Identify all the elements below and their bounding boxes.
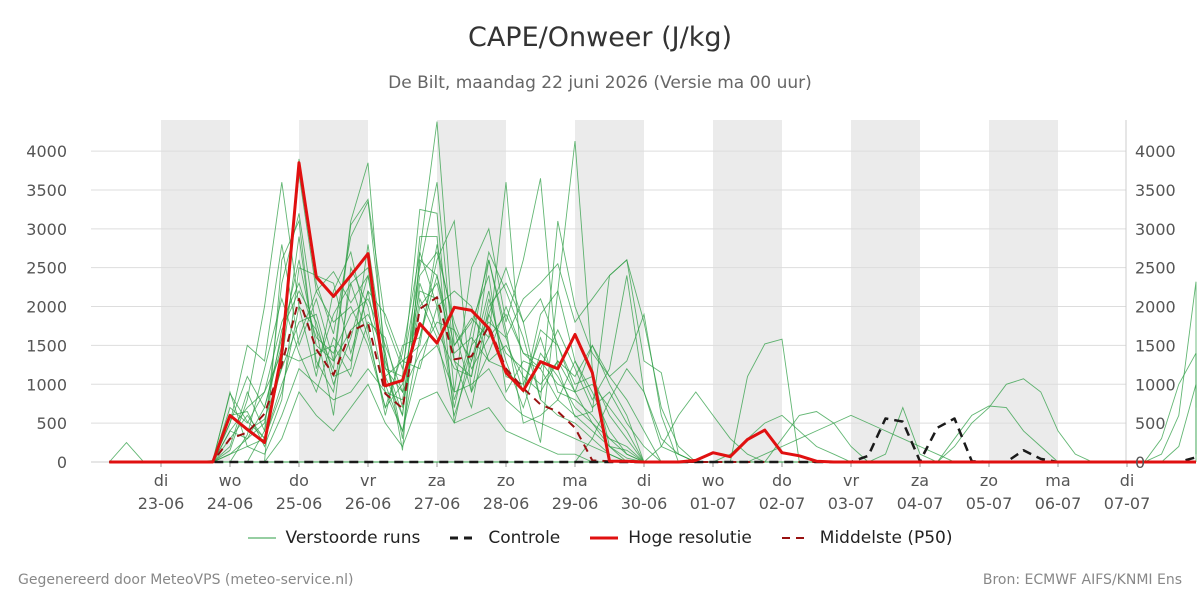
x-tick-weekday: zo [980,471,998,490]
day-shade-band [161,120,230,462]
x-tick-weekday: di [637,471,652,490]
x-tick-weekday: vr [843,471,859,490]
x-tick-weekday: za [428,471,446,490]
legend-swatch-control [450,536,479,540]
x-tick-weekday: za [911,471,929,490]
y-tick-label-left: 0 [57,453,67,472]
x-tick-date: 03-07 [828,494,875,513]
y-tick-label-right: 2000 [1135,298,1176,317]
legend-item-highres: Hoge resolutie [590,528,752,548]
x-tick-date: 24-06 [207,494,254,513]
legend-swatch-ensemble [247,537,276,539]
x-tick-date: 06-07 [1035,494,1082,513]
x-tick-date: 26-06 [345,494,392,513]
y-tick-label-left: 2500 [26,259,67,278]
x-tick-date: 25-06 [276,494,323,513]
x-tick-weekday: vr [360,471,376,490]
main-series-lines [109,161,1197,464]
x-tick-weekday: ma [1045,471,1070,490]
legend-swatch-highres [590,536,619,540]
x-tick-date: 04-07 [897,494,944,513]
day-shade-band [989,120,1058,462]
x-tick-weekday: ma [562,471,587,490]
x-tick-weekday: wo [702,471,725,490]
y-tick-label-left: 3500 [26,181,67,200]
y-tick-label-left: 1500 [26,336,67,355]
tick-labels: 0 0 500 500 1000 1000 1500 1500 2000 2000 2500 2500… [26,142,1175,513]
y-tick-label-right: 3500 [1135,181,1176,200]
legend-label-control: Controle [488,528,561,548]
y-tick-label-right: 3000 [1135,220,1176,239]
x-tick-weekday: di [1120,471,1135,490]
day-shade-band [713,120,782,462]
y-tick-label-left: 500 [36,414,67,433]
legend-item-median: Middelste (P50) [781,528,953,548]
legend-label-median: Middelste (P50) [819,528,953,548]
footer-generated-by: Gegenereerd door MeteoVPS (meteo-service… [18,572,354,588]
y-tick-label-left: 4000 [26,142,67,161]
x-tick-date: 01-07 [690,494,737,513]
y-tick-label-right: 2500 [1135,259,1176,278]
x-tick-date: 30-06 [621,494,668,513]
x-tick-date: 05-07 [966,494,1013,513]
x-tick-date: 29-06 [552,494,599,513]
x-tick-date: 23-06 [138,494,185,513]
series-line-highres [109,161,1196,464]
gridlines [91,150,1126,424]
y-tick-label-left: 3000 [26,220,67,239]
x-tick-weekday: do [289,471,309,490]
footer-source: Bron: ECMWF AIFS/KNMI Ens [982,572,1182,588]
x-tick-weekday: zo [497,471,515,490]
weekday-shading [161,120,1058,462]
x-tick-date: 27-06 [414,494,461,513]
chart-subtitle: De Bilt, maandag 22 juni 2026 (Versie ma… [388,73,812,93]
y-tick-label-right: 500 [1135,414,1166,433]
x-tick-date: 02-07 [759,494,806,513]
y-tick-label-left: 1000 [26,375,67,394]
chart-legend: Verstoorde runs Controle Hoge resolutie Mid… [0,528,1200,548]
x-tick-date: 28-06 [483,494,530,513]
x-tick-date: 07-07 [1104,494,1151,513]
legend-item-control: Controle [450,528,560,548]
y-tick-label-right: 0 [1135,453,1145,472]
legend-swatch-median [781,537,810,539]
chart-title: CAPE/Onweer (J/kg) [467,22,732,53]
y-tick-label-right: 1500 [1135,336,1176,355]
day-shade-band [437,120,506,462]
day-shade-band [851,120,920,462]
y-tick-label-right: 1000 [1135,375,1176,394]
y-tick-label-right: 4000 [1135,142,1176,161]
y-tick-label-left: 2000 [26,298,67,317]
legend-item-ensemble: Verstoorde runs [247,528,421,548]
legend-label-ensemble: Verstoorde runs [285,528,421,548]
x-tick-weekday: di [154,471,169,490]
legend-label-highres: Hoge resolutie [628,528,752,548]
x-tick-weekday: wo [219,471,242,490]
x-tick-weekday: do [772,471,792,490]
